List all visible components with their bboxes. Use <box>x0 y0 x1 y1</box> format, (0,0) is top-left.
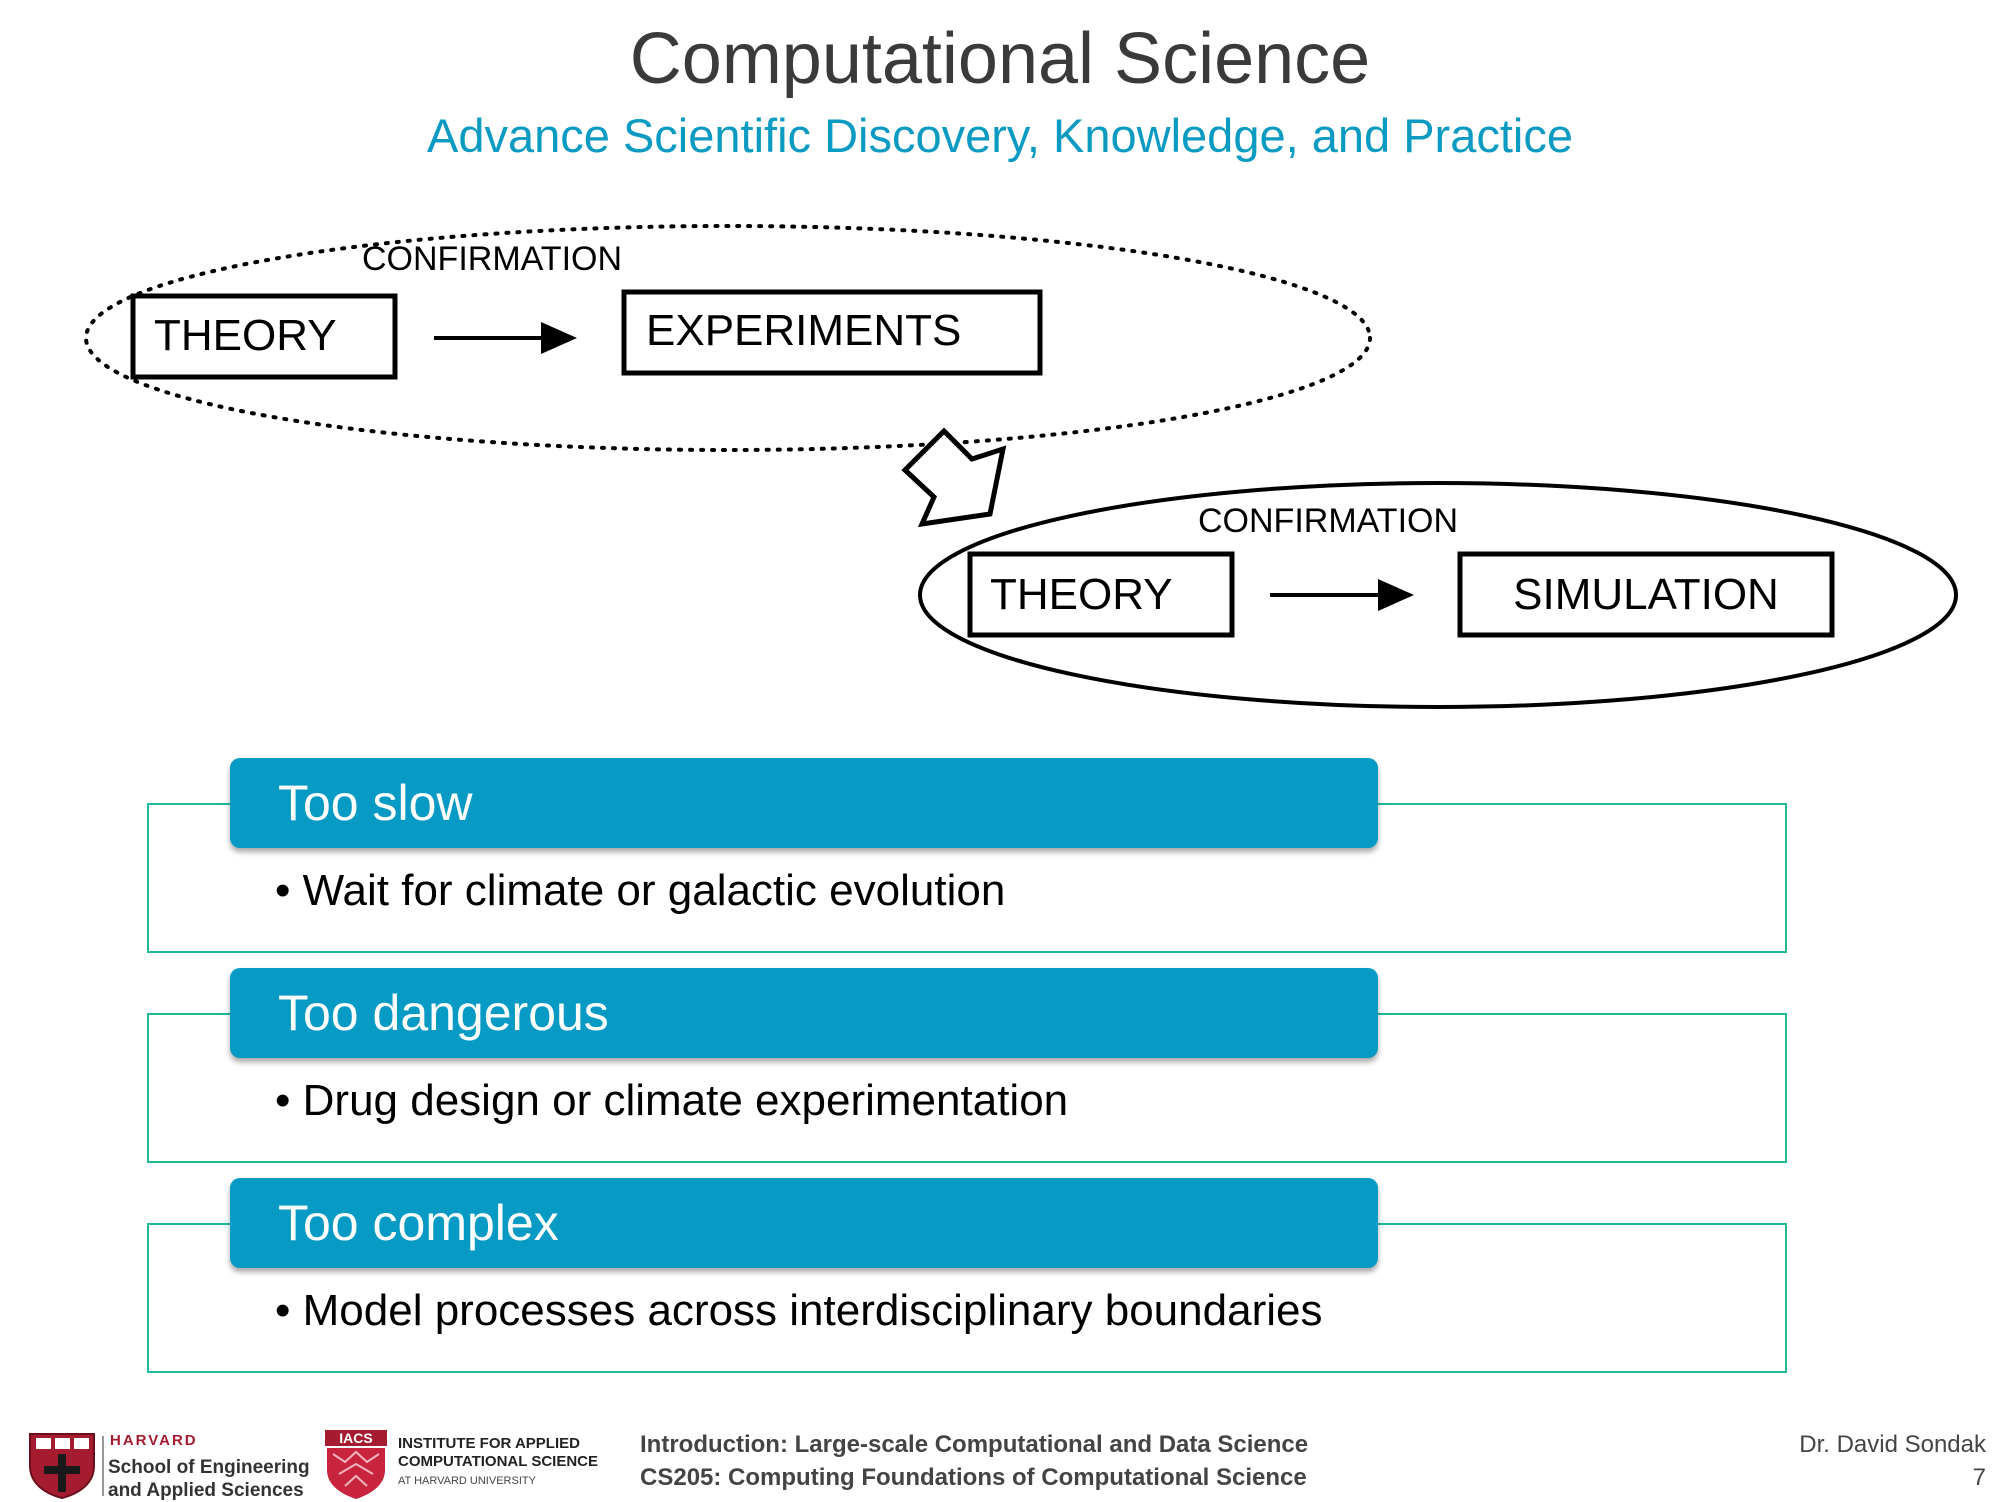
iacs-logo-icon: IACS <box>325 1430 387 1499</box>
card-bullet-text: Drug design or climate experimentation <box>302 1076 1069 1125</box>
footer-course-title: Introduction: Large-scale Computational … <box>640 1431 1309 1458</box>
card-heading: Too slow <box>230 758 1378 848</box>
top-experiments-box <box>621 289 1043 376</box>
diagram-canvas <box>84 224 1958 709</box>
card-bullet: • Drug design or climate experimentation <box>275 1076 1069 1125</box>
footer-author: Dr. David Sondak <box>1799 1431 1986 1458</box>
bottom-simulation-label: SIMULATION <box>1513 570 1779 619</box>
seas-line-2: and Applied Sciences <box>108 1480 304 1501</box>
page-number: 7 <box>1972 1464 1986 1491</box>
iacs-line-1: INSTITUTE FOR APPLIED <box>398 1435 580 1452</box>
card-bullet: • Wait for climate or galactic evolution <box>275 866 1006 915</box>
top-theory-box <box>130 293 398 380</box>
harvard-shield-icon <box>29 1433 95 1500</box>
logo-divider <box>102 1436 104 1496</box>
top-confirmation-label: CONFIRMATION <box>362 240 623 278</box>
slide-title: Computational Science <box>629 19 1371 99</box>
top-theory-label: THEORY <box>154 311 337 360</box>
card-bullet-text: Wait for climate or galactic evolution <box>302 866 1006 915</box>
card-heading: Too dangerous <box>230 968 1378 1058</box>
bottom-simulation-box <box>1457 551 1835 638</box>
block-arrow-down <box>901 427 1007 528</box>
slide-subtitle: Advance Scientific Discovery, Knowledge,… <box>427 109 1573 162</box>
top-dotted-ellipse <box>84 224 1372 452</box>
harvard-wordmark: HARVARD <box>110 1432 198 1449</box>
bottom-solid-ellipse <box>918 481 1958 709</box>
iacs-badge-text: IACS <box>339 1430 372 1446</box>
seas-line-1: School of Engineering <box>108 1457 310 1478</box>
card-heading: Too complex <box>230 1178 1378 1268</box>
top-experiments-label: EXPERIMENTS <box>646 306 962 355</box>
card-bullet: • Model processes across interdisciplina… <box>275 1286 1323 1335</box>
iacs-line-3: AT HARVARD UNIVERSITY <box>398 1475 536 1487</box>
iacs-line-2: COMPUTATIONAL SCIENCE <box>398 1453 599 1470</box>
bottom-confirmation-label: CONFIRMATION <box>1198 502 1459 540</box>
footer-course-subtitle: CS205: Computing Foundations of Computat… <box>640 1464 1307 1491</box>
bottom-theory-label: THEORY <box>990 570 1173 619</box>
card-bullet-text: Model processes across interdisciplinary… <box>302 1286 1323 1335</box>
bottom-theory-box <box>967 551 1235 638</box>
